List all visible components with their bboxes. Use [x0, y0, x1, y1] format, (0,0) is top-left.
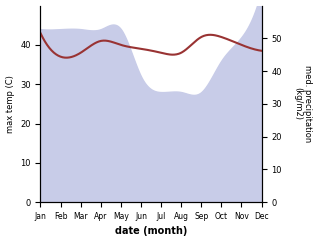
- Y-axis label: max temp (C): max temp (C): [5, 75, 15, 133]
- Y-axis label: med. precipitation
(kg/m2): med. precipitation (kg/m2): [293, 65, 313, 143]
- X-axis label: date (month): date (month): [115, 227, 187, 236]
